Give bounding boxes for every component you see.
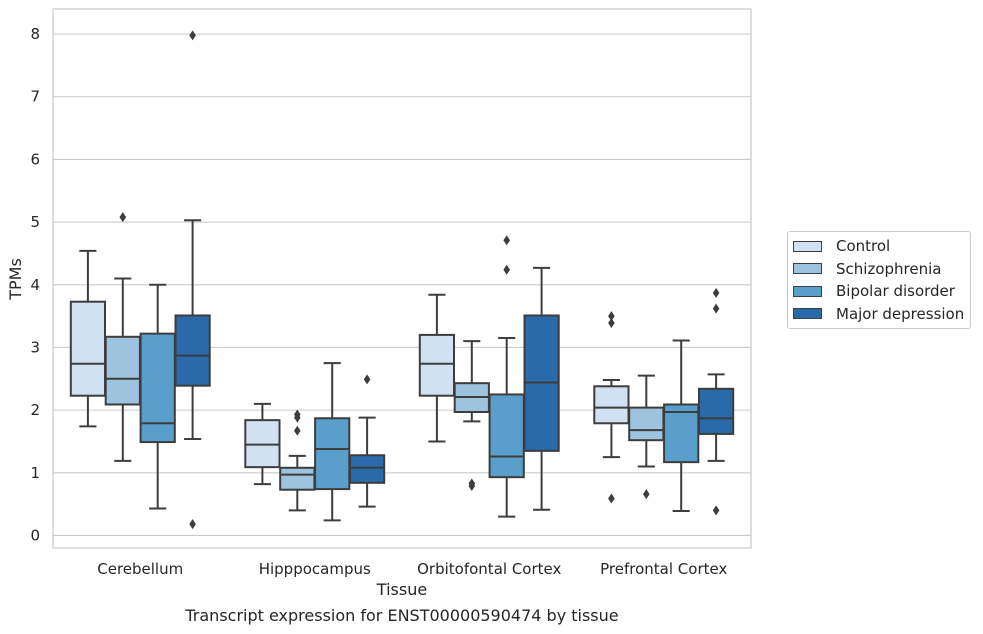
legend-swatch	[793, 308, 822, 320]
box-body	[139, 332, 176, 444]
box-0-1	[104, 212, 141, 462]
x-tick-0: Cerebellum	[97, 560, 183, 578]
y-tick-7: 7	[30, 88, 40, 106]
outlier-0	[608, 311, 615, 322]
y-tick-5: 5	[30, 213, 40, 231]
legend-swatch	[793, 263, 822, 275]
outlier-0	[119, 212, 127, 223]
outlier-0	[712, 287, 720, 298]
box-body	[663, 403, 700, 464]
legend-item-0: Control	[788, 235, 970, 258]
box-2-1	[453, 340, 490, 491]
box-2-0	[418, 293, 456, 443]
box-body	[348, 454, 386, 484]
y-tick-8: 8	[30, 25, 40, 43]
outlier-2	[712, 505, 720, 516]
box-0-3	[174, 30, 211, 530]
box-body	[488, 393, 525, 479]
box-plot-marks	[69, 30, 735, 530]
box-3-2	[663, 339, 700, 513]
box-3-0	[593, 311, 630, 504]
legend-swatch	[793, 285, 822, 297]
y-tick-3: 3	[30, 338, 40, 356]
legend-swatch	[793, 240, 822, 252]
box-0-0	[69, 249, 107, 428]
y-tick-labels: 0 1 2 3 4 5 6 7 8	[30, 25, 40, 544]
box-3-1	[628, 374, 665, 500]
y-axis-label: TPMs	[6, 258, 25, 301]
legend-item-1: Schizophrenia	[788, 258, 970, 281]
outlier-1	[503, 264, 510, 275]
x-axis-label: Tissue	[376, 580, 427, 599]
outlier-1	[294, 412, 301, 423]
x-tick-3: Prefrontal Cortex	[600, 560, 727, 578]
box-2-2	[488, 235, 525, 518]
plot-frame	[52, 8, 752, 549]
chart-caption: Transcript expression for ENST0000059047…	[185, 606, 619, 625]
box-body	[697, 387, 735, 435]
outlier-0	[643, 489, 650, 500]
box-body	[69, 300, 107, 397]
legend-label: Control	[836, 237, 891, 256]
box-0-2	[139, 283, 176, 510]
y-tick-0: 0	[30, 526, 40, 544]
box-body	[593, 385, 630, 425]
box-1-2	[314, 362, 351, 522]
outlier-0	[503, 235, 510, 246]
legend: Control Schizophrenia Bipolar disorder Majo…	[787, 231, 971, 329]
box-2-3	[523, 266, 560, 511]
box-body	[314, 417, 351, 491]
y-tick-6: 6	[30, 150, 40, 168]
box-body	[279, 466, 316, 491]
box-body	[628, 406, 665, 442]
box-body	[104, 335, 141, 406]
outlier-2	[294, 425, 301, 436]
legend-label: Schizophrenia	[836, 259, 942, 278]
outlier-0	[363, 374, 371, 385]
legend-item-2: Bipolar disorder	[788, 280, 970, 303]
outlier-1	[712, 303, 720, 314]
y-tick-4: 4	[30, 276, 40, 294]
y-tick-2: 2	[30, 401, 40, 419]
box-1-0	[244, 402, 281, 486]
outlier-1	[468, 480, 476, 491]
box-1-1	[279, 409, 316, 512]
legend-item-3: Major depression	[788, 303, 970, 326]
box-body	[418, 333, 456, 397]
box-3-3	[697, 287, 735, 516]
outlier-0	[189, 30, 196, 41]
box-1-3	[348, 374, 386, 508]
x-tick-labels: Cerebellum Hipppocampus Orbitofontal Corte…	[97, 560, 727, 578]
outlier-2	[608, 493, 615, 504]
y-tick-1: 1	[30, 464, 40, 482]
x-tick-2: Orbitofontal Cortex	[417, 560, 561, 578]
legend-label: Major depression	[836, 304, 965, 323]
outlier-1	[608, 317, 615, 328]
legend-label: Bipolar disorder	[836, 282, 955, 301]
outlier-1	[189, 519, 196, 530]
box-body	[174, 314, 211, 387]
x-tick-1: Hipppocampus	[259, 560, 371, 578]
